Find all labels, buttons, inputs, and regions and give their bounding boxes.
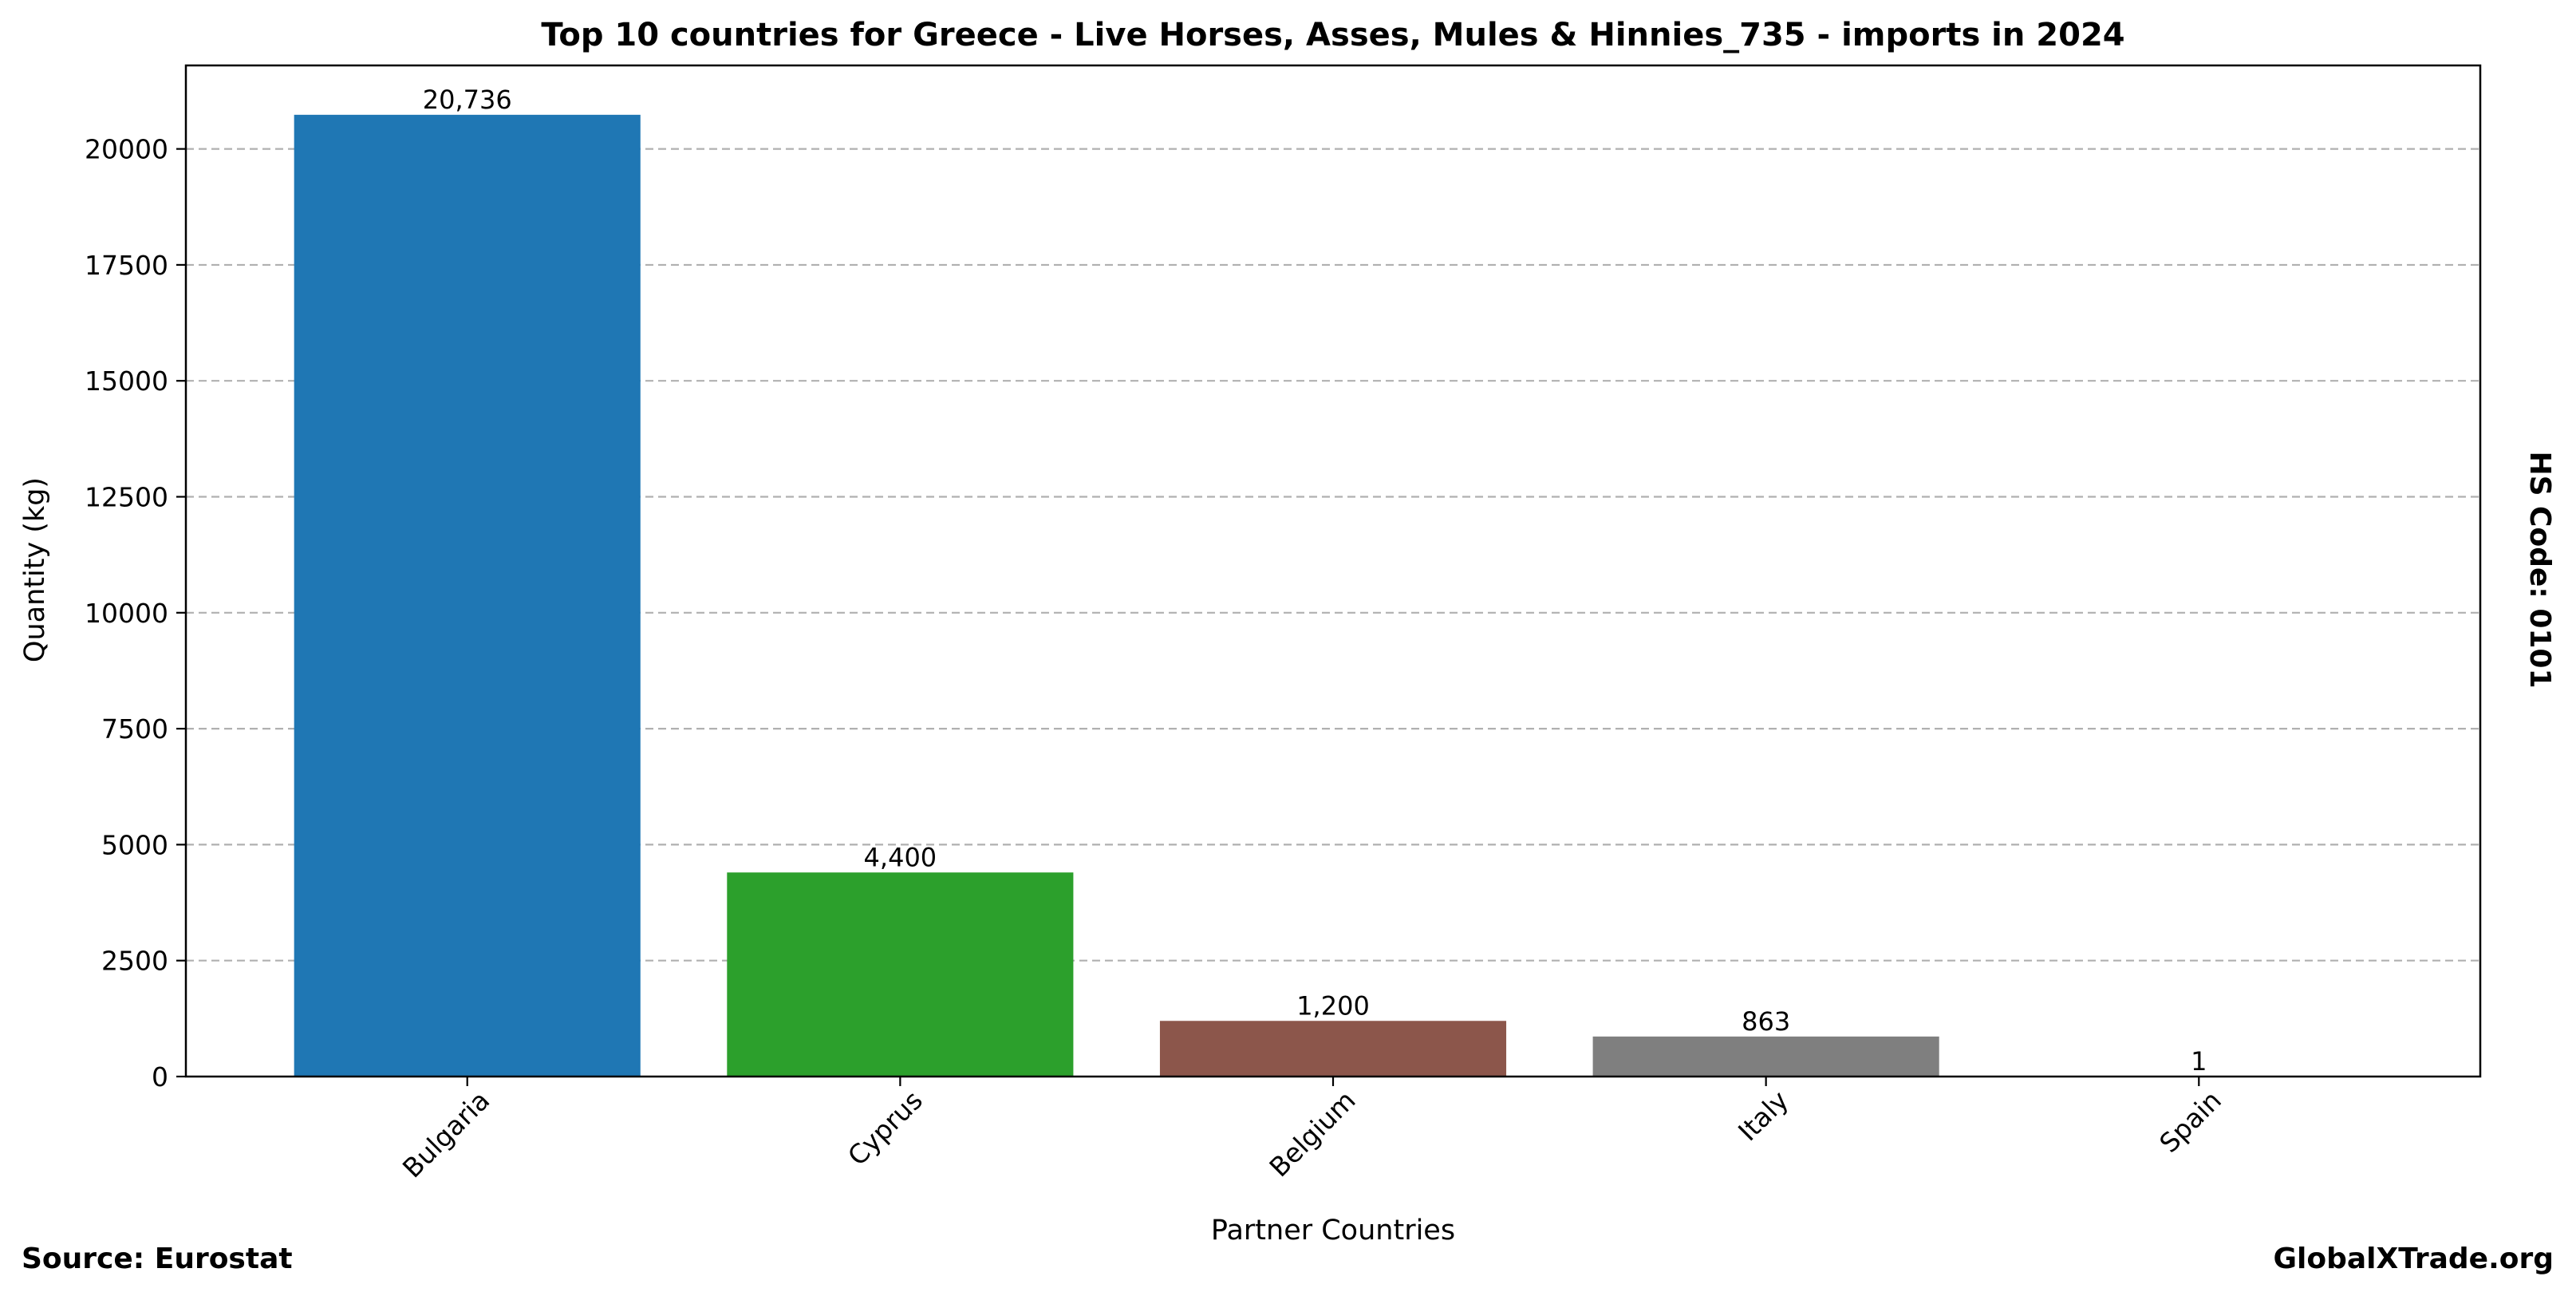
bar-bulgaria xyxy=(294,114,641,1077)
data-labels: 20,736 4,400 1,200 863 1 xyxy=(423,85,2207,1077)
data-label: 1,200 xyxy=(1296,990,1370,1021)
y-axis-label: Quantity (kg) xyxy=(19,477,51,662)
bars xyxy=(294,114,2373,1077)
data-label: 20,736 xyxy=(423,85,512,115)
y-tick-label: 7500 xyxy=(101,713,168,745)
brand-label: GlobalXTrade.org xyxy=(2273,1243,2554,1275)
y-tick-label: 0 xyxy=(152,1061,168,1093)
y-tick-label: 5000 xyxy=(101,829,168,860)
hs-code-label: HS Code: 0101 xyxy=(2523,451,2556,688)
x-tick-label: Italy xyxy=(1732,1085,1794,1147)
x-tick-label: Spain xyxy=(2153,1085,2227,1159)
y-tick-label: 12500 xyxy=(85,482,168,513)
x-tick-label: Belgium xyxy=(1263,1085,1361,1183)
source-label: Source: Eurostat xyxy=(22,1243,293,1275)
chart-title: Top 10 countries for Greece - Live Horse… xyxy=(541,17,2124,53)
y-tick-label: 20000 xyxy=(85,134,168,165)
data-label: 4,400 xyxy=(864,842,937,872)
x-tick-label: Cyprus xyxy=(842,1085,929,1172)
data-label: 1 xyxy=(2191,1046,2207,1077)
bar-cyprus xyxy=(727,872,1074,1077)
y-tick-label: 15000 xyxy=(85,365,168,397)
data-label: 863 xyxy=(1742,1006,1790,1037)
y-tick-label: 2500 xyxy=(101,946,168,977)
y-tick-label: 17500 xyxy=(85,250,168,281)
x-tick-label: Bulgaria xyxy=(396,1085,495,1183)
y-tick-label: 10000 xyxy=(85,598,168,629)
x-axis-label: Partner Countries xyxy=(1211,1215,1455,1247)
x-axis-ticks: Bulgaria Cyprus Belgium Italy Spain xyxy=(396,1077,2227,1183)
bar-belgium xyxy=(1159,1021,1507,1077)
y-axis-ticks: 0 2500 5000 7500 10000 12500 15000 17500 20000 xyxy=(85,134,186,1093)
bar-italy xyxy=(1592,1036,1939,1077)
